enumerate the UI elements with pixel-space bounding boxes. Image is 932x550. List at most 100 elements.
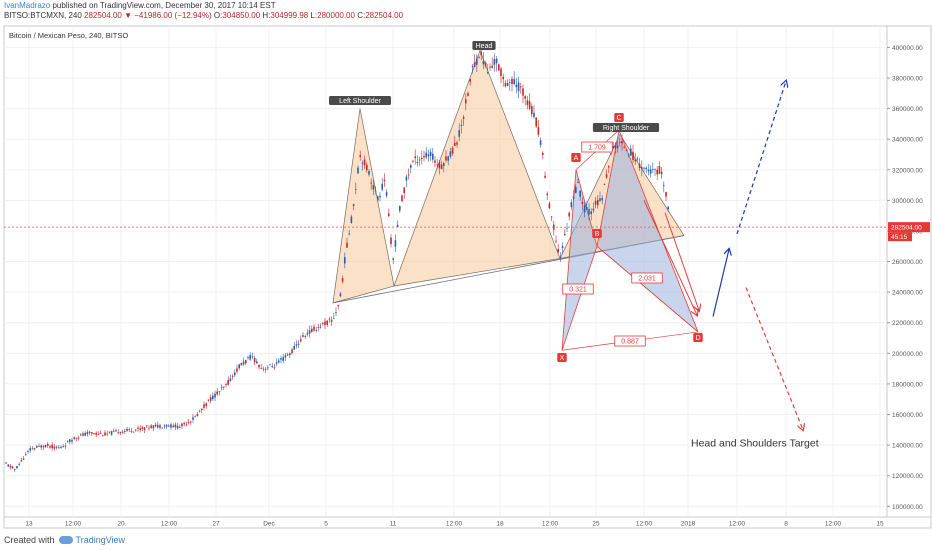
candle-body	[385, 192, 388, 196]
candle-body	[599, 198, 601, 201]
candle-body	[284, 355, 287, 358]
candle-body	[520, 86, 522, 88]
y-tick-label: 380000.00	[892, 76, 923, 83]
candle-body	[291, 349, 293, 354]
candle-body	[476, 58, 478, 65]
candle-body	[231, 376, 234, 378]
candle-body	[427, 154, 430, 157]
candle-body	[359, 155, 361, 157]
blue-dashed-target-arrow	[736, 81, 786, 235]
candle-body	[581, 201, 584, 204]
last-price: 282504.00	[84, 11, 122, 20]
candle-body	[524, 96, 526, 99]
candle-body	[170, 424, 172, 428]
right-shoulder-label-bg	[592, 123, 660, 132]
candle-body	[196, 414, 199, 417]
point-a-label-bg	[571, 153, 581, 162]
candle-body	[473, 62, 476, 67]
candle-body	[504, 83, 507, 87]
ratio-xd-label-bg	[614, 335, 646, 347]
candle-body	[603, 184, 606, 185]
candle-body	[500, 68, 502, 77]
tradingview-brand: TradingView	[75, 535, 126, 545]
point-x-label-bg	[557, 353, 567, 362]
candle-body	[183, 422, 185, 425]
candle-body	[388, 213, 390, 217]
candle-body	[119, 432, 122, 434]
candle-body	[542, 152, 544, 155]
high-label: H:	[262, 11, 271, 20]
candle-body	[238, 364, 240, 369]
y-tick-label: 360000.00	[892, 106, 923, 113]
candle-body	[506, 82, 509, 86]
candle-body	[528, 101, 531, 109]
candle-body	[88, 431, 91, 433]
y-tick-label: 160000.00	[892, 412, 923, 419]
candle-body	[36, 446, 38, 448]
candle-body	[649, 169, 652, 174]
candle-body	[561, 246, 564, 249]
blue-up-arrow	[712, 249, 729, 317]
candle-body	[539, 140, 542, 145]
candle-body	[489, 66, 491, 68]
candle-body	[511, 78, 513, 85]
candle-body	[194, 416, 196, 418]
x-tick-label: 12:00	[446, 521, 463, 528]
candle-body	[282, 357, 284, 361]
candle-body	[328, 318, 331, 320]
candle-body	[630, 148, 632, 156]
candle-body	[636, 158, 639, 160]
published-text: published on TradingView.com, December 3…	[50, 1, 276, 10]
candle-body	[429, 151, 432, 157]
candle-body	[368, 171, 370, 175]
candle-body	[586, 207, 588, 210]
candle-body	[317, 326, 320, 328]
candle-body	[154, 424, 157, 427]
candle-body	[143, 427, 146, 430]
candle-body	[55, 446, 58, 448]
candle-body	[531, 106, 533, 115]
candle-body	[517, 82, 520, 92]
y-tick-label: 260000.00	[892, 259, 923, 266]
candle-body	[383, 179, 386, 182]
candle-body	[225, 384, 227, 385]
candle-body	[654, 169, 656, 171]
candle-body	[104, 432, 106, 436]
candle-body	[491, 65, 493, 69]
candle-body	[660, 171, 663, 175]
candle-body	[416, 162, 419, 164]
candle-body	[407, 174, 410, 176]
red-down-arrow-2	[664, 212, 699, 311]
candle-body	[638, 163, 641, 169]
candle-body	[159, 425, 161, 428]
chart-title: Bitcoin / Mexican Peso, 240, BITSO	[9, 31, 128, 40]
candle-body	[361, 162, 364, 164]
candle-body	[656, 169, 658, 175]
candle-body	[482, 60, 485, 65]
candle-body	[372, 185, 375, 190]
candle-body	[632, 151, 634, 161]
candle-body	[456, 142, 458, 145]
candle-body	[152, 425, 155, 429]
candle-body	[62, 446, 64, 448]
candle-body	[73, 437, 75, 439]
candle-body	[568, 212, 570, 217]
candle-body	[280, 358, 282, 360]
candle-body	[27, 451, 29, 453]
candle-body	[148, 427, 150, 429]
author-link[interactable]: IvanMadrazo	[4, 1, 51, 10]
head-label: Head	[476, 43, 493, 50]
x-tick-label: 12:00	[636, 521, 653, 528]
candle-body	[60, 446, 62, 448]
candle-body	[300, 339, 302, 342]
tradingview-logo[interactable]: TradingView	[58, 535, 126, 545]
candle-body	[80, 434, 82, 436]
candle-body	[451, 147, 454, 154]
x-tick-label: 8	[784, 521, 788, 528]
candle-body	[357, 167, 359, 174]
candle-body	[348, 233, 350, 235]
candle-body	[18, 463, 20, 465]
point-b-label: B	[595, 231, 600, 238]
candle-body	[352, 204, 355, 206]
